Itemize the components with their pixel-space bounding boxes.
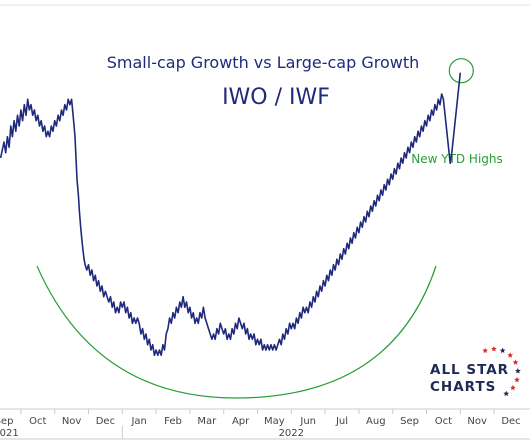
x-tick-label: Aug — [366, 416, 386, 427]
logo-star-icon — [482, 347, 488, 354]
x-tick-label: Sep — [400, 416, 419, 427]
x-tick-label: Sep — [0, 416, 13, 427]
x-tick-label: May — [264, 416, 285, 427]
logo-star-icon — [515, 368, 521, 374]
all-star-charts-logo: ALL STAR CHARTS — [430, 346, 521, 397]
chart-subtitle: IWO / IWF — [222, 85, 330, 110]
x-tick-label: Jan — [130, 416, 146, 427]
logo-line2: CHARTS — [430, 379, 496, 395]
chart-title: Small-cap Growth vs Large-cap Growth — [107, 53, 420, 72]
logo-star-icon — [499, 347, 506, 353]
x-tick-label: Jul — [335, 416, 348, 427]
logo-star-icon — [507, 352, 514, 358]
x-tick-label: Oct — [29, 416, 46, 427]
x-tick-label: Mar — [197, 416, 217, 427]
x-tick-label: Nov — [62, 416, 82, 427]
logo-line1: ALL STAR — [430, 362, 509, 378]
annotation-label: New YTD Highs — [411, 152, 503, 166]
x-ticks: Sep Oct Nov Dec Jan Feb Mar Apr May Jun Jul Aug Sep O… — [0, 409, 521, 427]
x-tick-label: Nov — [467, 416, 487, 427]
x-tick-label: Feb — [164, 416, 182, 427]
highlight-circle — [448, 58, 474, 84]
x-tick-label: Dec — [501, 416, 520, 427]
highlight-curve — [36, 265, 437, 399]
x-tick-label: Oct — [435, 416, 452, 427]
logo-star-icon — [491, 346, 497, 352]
x-tick-label: Dec — [96, 416, 115, 427]
year-label: 2022 — [279, 428, 304, 439]
series-line — [0, 72, 462, 357]
year-labels: 2021 2022 — [0, 426, 304, 439]
year-label: 2021 — [0, 428, 19, 439]
logo-star-icon — [503, 390, 510, 397]
logo-star-icon — [510, 384, 516, 391]
x-tick-label: Jun — [299, 416, 316, 427]
logo-star-icon — [512, 359, 519, 365]
x-tick-label: Apr — [232, 416, 250, 427]
logo-stars — [482, 346, 521, 397]
logo-star-icon — [514, 376, 520, 383]
